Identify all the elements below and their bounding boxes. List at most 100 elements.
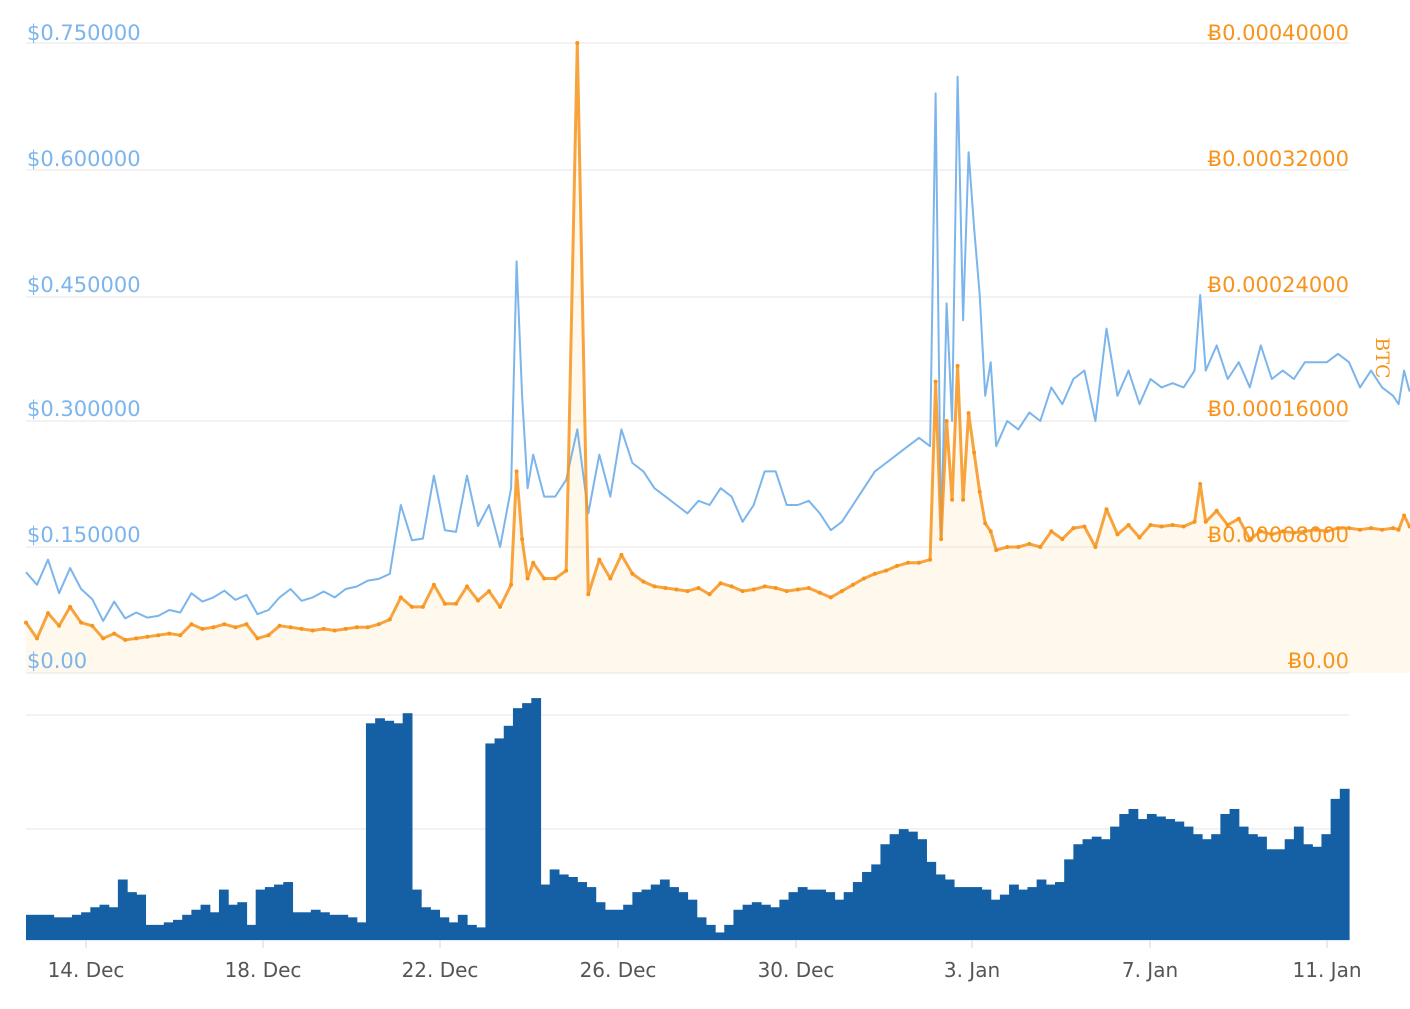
btc-point	[994, 548, 999, 553]
btc-point	[917, 560, 921, 565]
left-y-tick-label: $0.750000	[27, 21, 141, 45]
btc-point	[674, 587, 679, 592]
gridlines	[26, 42, 1349, 948]
btc-point	[365, 625, 370, 630]
btc-point	[1280, 529, 1285, 534]
btc-point	[630, 571, 635, 576]
btc-point	[1170, 523, 1175, 527]
btc-point	[112, 631, 117, 636]
btc-point	[1302, 529, 1307, 534]
btc-point	[597, 557, 602, 562]
volume-bar	[301, 912, 312, 940]
btc-point	[884, 568, 888, 573]
btc-point	[354, 625, 359, 630]
volume-bar	[935, 874, 946, 940]
volume-bar	[963, 887, 973, 940]
volume-bar	[26, 914, 36, 940]
btc-point	[663, 586, 668, 590]
volume-bar	[696, 917, 707, 940]
volume-bar	[1339, 788, 1350, 940]
volume-bar	[522, 703, 532, 940]
btc-point	[575, 41, 580, 45]
btc-point	[68, 604, 73, 609]
btc-point	[1038, 545, 1043, 549]
volume-bar	[733, 909, 744, 940]
volume-bar	[365, 723, 376, 940]
volume-bar	[862, 871, 872, 940]
volume-bar	[439, 917, 450, 940]
btc-point	[1369, 526, 1373, 531]
btc-point	[1391, 526, 1396, 531]
volume-bar	[1073, 844, 1084, 940]
volume-bar	[1100, 839, 1111, 940]
volume-bar	[182, 914, 192, 940]
btc-point	[442, 601, 447, 606]
volume-bar	[953, 887, 964, 940]
volume-bar	[1247, 834, 1258, 940]
volume-bar	[209, 912, 220, 940]
btc-point	[1225, 523, 1230, 527]
btc-point	[101, 636, 106, 641]
btc-point	[420, 604, 425, 609]
btc-point	[244, 622, 249, 627]
x-tick-label: 11. Jan	[1293, 958, 1362, 982]
right-y-tick-label: Ƀ0.00024000	[1208, 273, 1349, 297]
volume-bar	[99, 904, 110, 940]
x-tick-label: 7. Jan	[1122, 958, 1178, 982]
btc-point	[24, 620, 28, 625]
btc-point	[729, 584, 734, 589]
volume-bar	[1257, 836, 1267, 940]
volume-bar	[1055, 882, 1065, 940]
btc-point	[586, 592, 591, 597]
volume-bar	[806, 889, 817, 940]
btc-point	[1016, 545, 1021, 549]
volume-bar	[825, 892, 836, 940]
btc-point	[784, 589, 789, 594]
volume-bar	[1303, 844, 1313, 940]
btc-point	[1236, 516, 1241, 521]
volume-bar	[614, 909, 624, 940]
btc-point	[476, 598, 480, 603]
volume-bar	[503, 725, 514, 940]
volume-bar	[908, 831, 918, 940]
volume-bar	[246, 924, 257, 940]
volume-bar	[852, 882, 863, 940]
btc-point	[1005, 545, 1010, 549]
btc-point	[1093, 545, 1098, 549]
volume-bar	[53, 917, 64, 940]
right-y-tick-label: Ƀ0.00040000	[1208, 21, 1349, 45]
btc-point	[641, 579, 646, 584]
btc-point	[1060, 537, 1065, 542]
btc-point	[90, 623, 95, 628]
volume-bar	[1192, 834, 1203, 940]
x-axis-labels: 14. Dec 18. Dec 22. Dec 26. Dec 30. Dec …	[48, 958, 1362, 982]
btc-point	[200, 626, 205, 631]
volume-bar	[1229, 808, 1240, 940]
btc-point	[1027, 541, 1032, 546]
volume-bar	[329, 914, 339, 940]
volume-bar	[751, 902, 762, 940]
btc-point	[431, 582, 436, 587]
volume-bar	[944, 879, 955, 940]
volume-bar	[1146, 814, 1157, 940]
volume-bar	[117, 879, 128, 940]
btc-point	[795, 587, 800, 592]
volume-bar	[558, 874, 569, 940]
btc-point	[707, 592, 712, 597]
btc-point	[189, 622, 194, 627]
btc-point	[343, 626, 348, 631]
volume-bar	[761, 904, 771, 940]
volume-bar	[990, 899, 1001, 940]
btc-point	[1324, 529, 1329, 534]
volume-bar	[889, 834, 900, 940]
volume-bar	[512, 708, 523, 940]
volume-bar	[1312, 846, 1323, 940]
volume-bar	[127, 892, 137, 940]
volume-bar	[264, 887, 275, 940]
volume-bar	[604, 909, 615, 940]
btc-point	[520, 537, 525, 542]
volume-bar	[467, 924, 477, 940]
left-y-tick-label: $0.150000	[27, 523, 141, 547]
volume-bar	[540, 884, 551, 940]
